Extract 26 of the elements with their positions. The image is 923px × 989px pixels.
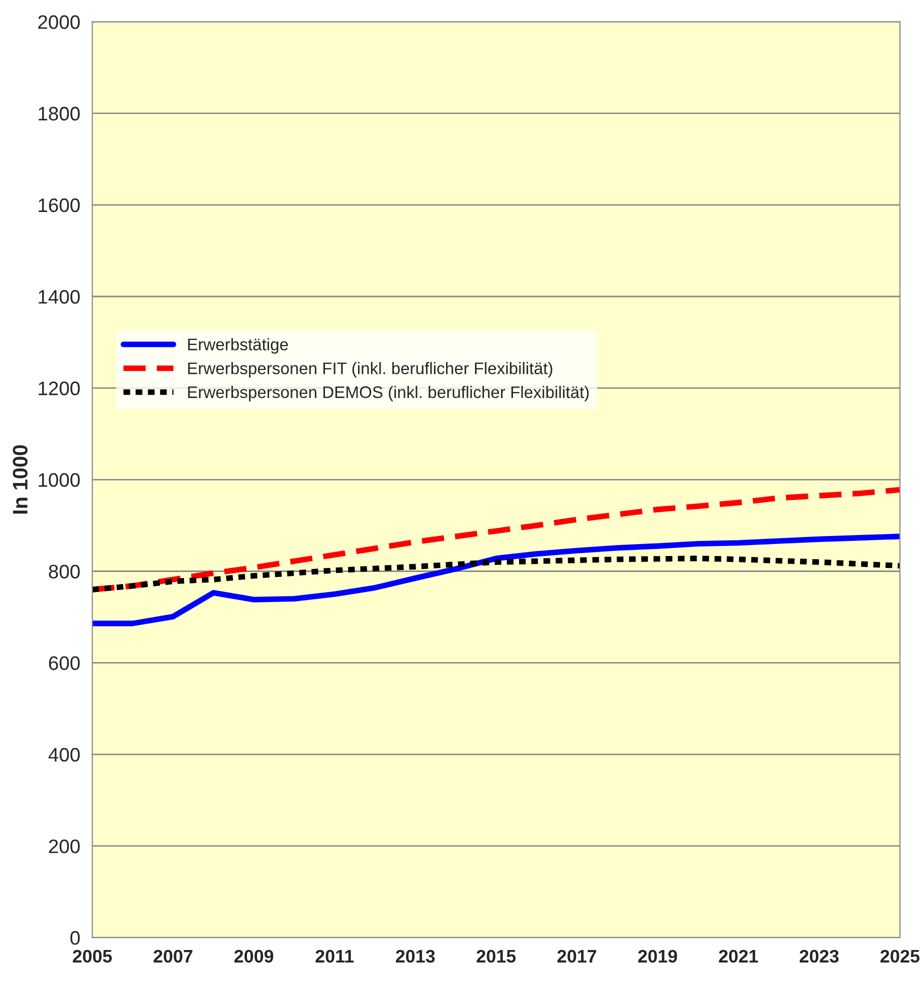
x-tick-label: 2025 [880, 950, 920, 963]
x-tick-label: 2005 [72, 950, 112, 963]
x-tick-label: 2015 [476, 950, 516, 963]
x-tick-label: 2021 [718, 950, 758, 963]
y-tick-label: 1600 [38, 198, 80, 212]
legend-label: Erwerbstätige [188, 338, 288, 354]
y-tick-label: 400 [48, 748, 80, 762]
y-axis-title: In 1000 [12, 445, 28, 514]
y-tick-label: 1200 [38, 382, 80, 396]
y-tick-label: 1800 [38, 106, 80, 121]
y-tick-label: 800 [48, 564, 80, 578]
x-tick-label: 2013 [396, 950, 435, 963]
x-tick-label: 2007 [154, 950, 192, 963]
y-tick-label: 600 [49, 656, 80, 670]
y-tick-label: 1000 [38, 473, 80, 487]
y-tick-label: 200 [49, 839, 80, 854]
y-tick-label: 2000 [38, 15, 80, 29]
x-tick-label: 2017 [557, 950, 596, 963]
x-tick-label: 2011 [316, 950, 354, 963]
y-tick-label: 0 [70, 931, 80, 945]
x-tick-label: 2023 [800, 950, 839, 963]
x-tick-label: 2019 [638, 950, 678, 963]
x-tick-label: 2009 [234, 950, 274, 963]
legend-label: Erwerbspersonen FIT (inkl. beruflicher Flexibilität) [188, 362, 552, 378]
y-tick-label: 1400 [38, 290, 80, 304]
legend-label: Erwerbspersonen DEMOS (inkl. beruflicher Flexibilität) [188, 386, 589, 402]
